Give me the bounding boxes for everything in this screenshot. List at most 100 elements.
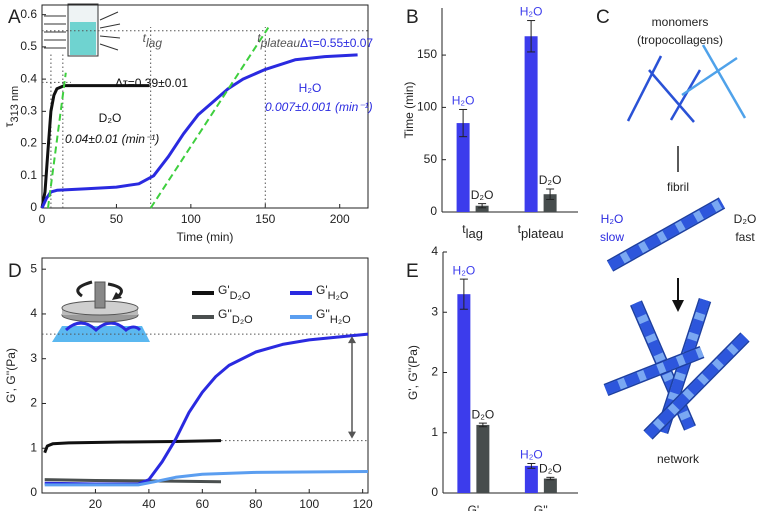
bar — [475, 205, 489, 212]
diagram-label: fibril — [667, 180, 689, 194]
x-tick-label: 60 — [196, 497, 210, 511]
bar-label: H₂O — [520, 5, 543, 19]
series-label: D₂O — [99, 111, 122, 125]
monomers — [626, 44, 747, 123]
x-tick-label: 100 — [299, 497, 319, 511]
panel-label: B — [406, 7, 419, 28]
y-axis-label: G', G''(Pa) — [406, 345, 420, 400]
text-subscript: H₂O — [328, 290, 349, 302]
fibril-band — [644, 333, 749, 439]
x-tick-label: 120 — [353, 497, 373, 511]
reference-label: tlag — [143, 31, 163, 50]
y-axis-label-sub: 313 nm — [9, 86, 21, 123]
cuvette-inset — [44, 3, 121, 57]
bar — [524, 465, 538, 493]
y-axis-label-main: G', G''(Pa) — [406, 345, 420, 400]
text-subscript: plateau — [521, 226, 564, 241]
text-part: G'' — [316, 307, 330, 321]
bar — [543, 478, 557, 493]
diagram-label: network — [657, 452, 700, 466]
bar — [457, 294, 471, 493]
text-part: t — [518, 222, 522, 236]
panel-label: D — [8, 261, 22, 282]
fit-line — [149, 27, 270, 209]
annotation: 0.007±0.001 (min⁻¹) — [265, 100, 373, 114]
x-tick-label: G' — [468, 503, 480, 511]
legend-label: G'D₂O — [218, 283, 251, 302]
bar-label: D₂O — [539, 462, 562, 476]
y-tick-label: 0 — [430, 204, 437, 218]
text-subscript: lag — [146, 36, 162, 50]
diagram-label: D₂O — [734, 212, 757, 226]
legend-label: G'H₂O — [316, 283, 349, 302]
bar-label: D₂O — [471, 188, 494, 202]
reference-label: tplateau — [257, 31, 300, 50]
x-tick-label: 150 — [255, 212, 275, 226]
legend-label: G''D₂O — [218, 307, 253, 326]
arrow-head — [348, 336, 356, 344]
text-subscript: D₂O — [230, 290, 251, 302]
legend-label: G''H₂O — [316, 307, 351, 326]
y-axis-label: Time (min) — [402, 82, 416, 139]
y-tick-label: 4 — [431, 244, 438, 258]
fit-line — [47, 72, 67, 209]
series-label: H₂O — [299, 81, 322, 95]
y-tick-label: 4 — [30, 306, 37, 320]
panel-label: A — [8, 7, 21, 28]
arrow-head — [348, 431, 356, 439]
x-tick-label: 200 — [330, 212, 350, 226]
y-tick-label: 150 — [417, 47, 437, 61]
data-line — [44, 478, 222, 484]
y-axis-label-main: τ — [2, 122, 16, 127]
y-tick-label: 0.5 — [20, 39, 37, 53]
rheometer-inset — [52, 280, 150, 342]
y-axis-label: τ313 nm — [2, 86, 21, 127]
bar-label: D₂O — [539, 173, 562, 187]
y-tick-label: 2 — [431, 365, 438, 379]
bar-label: D₂O — [472, 407, 495, 421]
y-tick-label: 0.1 — [20, 168, 37, 182]
diagram-label: fast — [735, 230, 755, 244]
text-part: G'' — [218, 307, 232, 321]
bar — [524, 36, 538, 212]
y-tick-label: 0.4 — [20, 71, 37, 85]
diagram-label: monomers — [652, 15, 709, 29]
x-tick-label: 0 — [39, 212, 46, 226]
diagram-label: (tropocollagens) — [637, 33, 723, 47]
text-subscript: plateau — [260, 36, 301, 50]
y-tick-label: 3 — [431, 304, 438, 318]
plot-frame — [41, 4, 369, 209]
y-axis-label-main: Time (min) — [402, 82, 416, 139]
x-tick-label: tplateau — [518, 222, 564, 241]
y-tick-label: 0 — [30, 200, 37, 214]
y-tick-label: 0.3 — [20, 104, 37, 118]
panel-label: C — [596, 7, 610, 28]
plot-frame — [41, 257, 369, 494]
text-part: t — [143, 31, 147, 45]
y-tick-label: 1 — [431, 425, 438, 439]
diagram: C monomers (tropocollagens) fibril H₂O s… — [596, 7, 756, 466]
bar-label: H₂O — [453, 263, 476, 277]
annotation: 0.04±0.01 (min⁻¹) — [65, 132, 159, 146]
x-tick-label: 40 — [142, 497, 156, 511]
x-tick-label: tlag — [462, 222, 483, 241]
text-subscript: lag — [466, 226, 483, 241]
bar — [543, 194, 557, 212]
y-tick-label: 50 — [424, 152, 438, 166]
y-tick-label: 5 — [30, 261, 37, 275]
y-tick-label: 2 — [30, 396, 37, 410]
data-line — [40, 84, 150, 209]
x-axis-label: Time (min) — [177, 230, 234, 244]
data-line — [44, 470, 369, 487]
annotation: Δτ=0.55±0.07 — [300, 36, 373, 50]
data-line — [40, 53, 358, 209]
text-subscript: H₂O — [330, 314, 351, 326]
x-tick-label: 50 — [110, 212, 124, 226]
x-tick-label: 20 — [89, 497, 103, 511]
y-axis-label: G', G''(Pa) — [4, 348, 18, 403]
text-subscript: D₂O — [232, 314, 253, 326]
fibril-band — [607, 198, 725, 271]
panel-label: E — [406, 261, 419, 282]
